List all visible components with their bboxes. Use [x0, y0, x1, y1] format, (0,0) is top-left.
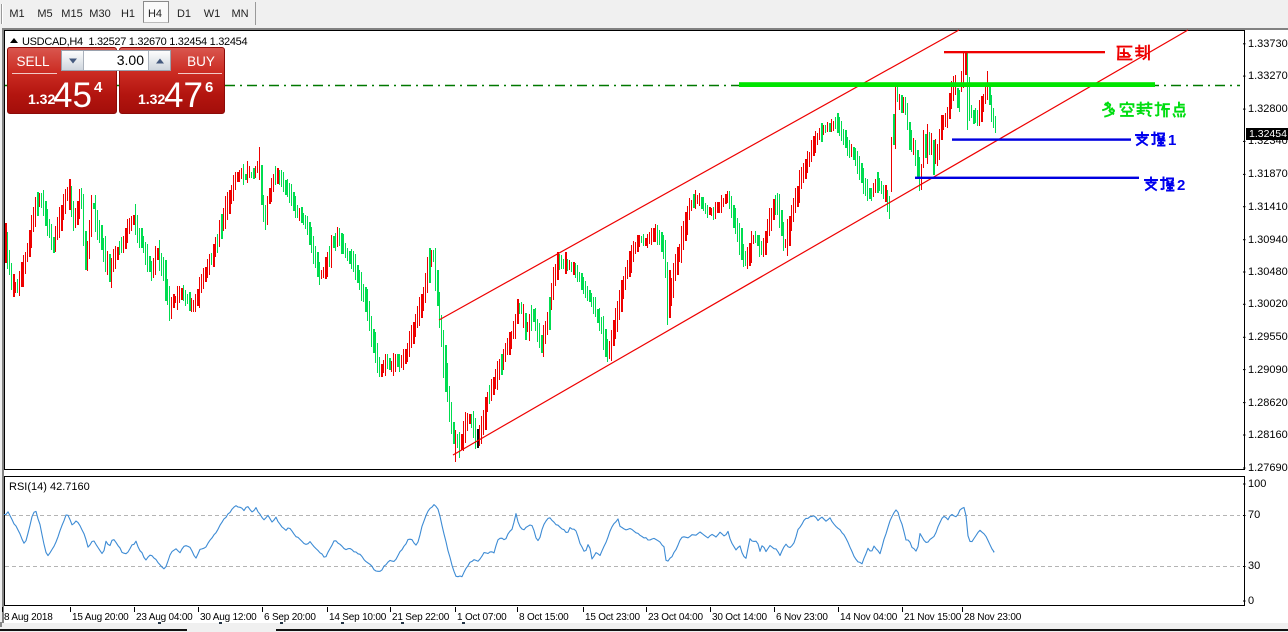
svg-text:1: 1: [1168, 132, 1176, 149]
svg-text:2: 2: [1177, 177, 1185, 194]
